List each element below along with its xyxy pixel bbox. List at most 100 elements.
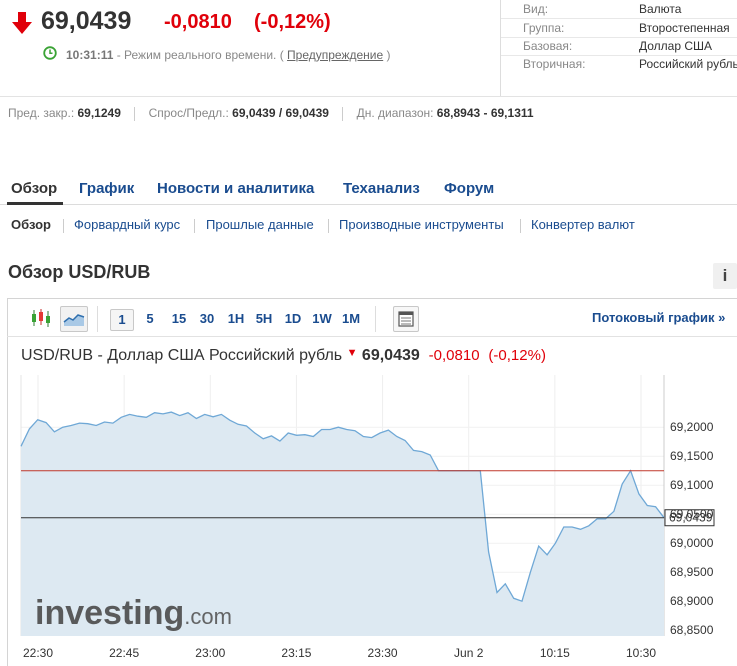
subtab-forward-rates[interactable]: Форвардный курс — [74, 217, 181, 232]
tab-chart[interactable]: График — [79, 180, 135, 197]
subtab-divider — [328, 219, 329, 233]
subtab-divider — [63, 219, 64, 233]
chart-title: USD/RUB - Доллар США Российский рубль — [21, 347, 343, 364]
warning-link[interactable]: Предупреждение — [287, 48, 384, 62]
clock-icon — [43, 46, 57, 60]
realtime-mode-text: - Режим реального времени. ( — [113, 48, 288, 62]
subtab-currency-converter[interactable]: Конвертер валют — [531, 217, 635, 232]
info-value: Российский рубль — [639, 57, 737, 71]
info-key: Группа: — [523, 21, 565, 35]
x-tick-label: 23:30 — [368, 646, 398, 660]
x-tick-label: 22:30 — [23, 646, 53, 660]
tab-news-analysis[interactable]: Новости и аналитика — [157, 180, 315, 197]
candlestick-chart-icon[interactable] — [30, 308, 52, 328]
interval-1m-button[interactable]: 1M — [341, 311, 361, 326]
tab-forum[interactable]: Форум — [444, 180, 495, 197]
interval-1w-button[interactable]: 1W — [312, 311, 332, 326]
chart-panel — [7, 298, 737, 666]
y-tick-label: 68,9500 — [670, 565, 714, 579]
stats-divider — [134, 106, 136, 121]
info-key: Вид: — [523, 2, 549, 16]
chart-heading: USD/RUB - Доллар США Российский рубль ▼ … — [21, 347, 546, 365]
bid-ask-value: 69,0439 / 69,0439 — [232, 106, 329, 120]
interval-1-button[interactable]: 1 — [110, 309, 134, 331]
investing-watermark: investing.com — [35, 594, 232, 632]
section-title: Обзор USD/RUB — [8, 262, 151, 282]
info-row-type: Вид: Валюта — [501, 0, 737, 19]
last-value-marker — [664, 509, 715, 527]
chart-toolbar — [7, 299, 737, 337]
table-view-icon — [398, 311, 414, 327]
tab-technical[interactable]: Теханализ — [343, 180, 420, 197]
x-tick-label: 23:15 — [281, 646, 311, 660]
info-value: Валюта — [639, 2, 682, 16]
y-tick-label: 69,2000 — [670, 420, 714, 434]
chart-change-percent: (-0,12%) — [488, 347, 546, 364]
prev-close-value: 69,1249 — [77, 106, 121, 120]
info-row-secondary: Вторичная: Российский рубль — [501, 55, 737, 73]
area-chart-icon — [63, 314, 85, 326]
info-button[interactable]: i — [713, 263, 737, 289]
tab-overview[interactable]: Обзор — [11, 180, 58, 197]
y-tick-label: 68,9000 — [670, 594, 714, 608]
last-price: 69,0439 — [41, 7, 132, 35]
x-tick-label: 23:00 — [195, 646, 225, 660]
price-change-percent: (-0,12%) — [254, 11, 331, 33]
last-value-label: 69,0439 — [669, 511, 713, 525]
stats-divider — [342, 106, 344, 121]
info-row-base: Базовая: Доллар США — [501, 37, 737, 56]
instrument-info-panel: Вид: Валюта Группа: Второстепенная Базов… — [500, 0, 737, 97]
sub-tabs: Обзор Форвардный курс Прошлые данные Про… — [0, 217, 737, 235]
day-range-label: Дн. диапазон: — [356, 106, 434, 120]
close-paren: ) — [383, 48, 391, 62]
streaming-chart-link[interactable]: Потоковый график » — [592, 310, 726, 325]
interval-5-button[interactable]: 5 — [146, 311, 154, 326]
y-tick-label: 69,1500 — [670, 449, 714, 463]
y-tick-label: 68,8500 — [670, 623, 714, 637]
price-line — [20, 411, 665, 603]
info-value: Второстепенная — [639, 21, 730, 35]
info-key: Базовая: — [523, 39, 573, 53]
price-area — [21, 412, 664, 636]
realtime-status: 10:31:11 - Режим реального времени. ( Пр… — [66, 48, 391, 62]
chart-down-arrow-icon: ▼ — [346, 347, 358, 359]
interval-1h-button[interactable]: 1H — [227, 311, 245, 326]
price-down-arrow-icon — [12, 12, 32, 34]
main-tabs: Обзор График Новости и аналитика Теханал… — [0, 180, 737, 202]
prev-close-label: Пред. закр.: — [8, 106, 75, 120]
x-tick-label: 22:45 — [109, 646, 139, 660]
y-tick-label: 69,0000 — [670, 536, 714, 550]
chart-price: 69,0439 — [361, 347, 420, 364]
toolbar-divider — [375, 306, 376, 332]
quote-stats-row: Пред. закр.: 69,1249 Спрос/Предл.: 69,04… — [8, 106, 534, 121]
interval-5h-button[interactable]: 5H — [255, 311, 273, 326]
info-value: Доллар США — [639, 39, 713, 53]
interval-30-button[interactable]: 30 — [199, 311, 215, 326]
subtab-overview[interactable]: Обзор — [11, 217, 51, 232]
day-range-value: 68,8943 - 69,1311 — [436, 106, 534, 120]
x-tick-label: Jun 2 — [454, 646, 484, 660]
interval-15-button[interactable]: 15 — [171, 311, 187, 326]
area-chart-button[interactable] — [60, 306, 88, 332]
price-change: -0,0810 — [164, 11, 232, 33]
quote-time: 10:31:11 — [66, 48, 114, 62]
toolbar-divider — [97, 306, 98, 332]
x-tick-label: 10:15 — [540, 646, 570, 660]
y-tick-label: 69,0500 — [670, 507, 714, 521]
info-key: Вторичная: — [523, 57, 586, 71]
x-tick-label: 10:30 — [626, 646, 656, 660]
interval-1d-button[interactable]: 1D — [284, 311, 302, 326]
subtab-historical-data[interactable]: Прошлые данные — [206, 217, 314, 232]
subtab-divider — [194, 219, 195, 233]
chart-settings-button[interactable] — [393, 306, 419, 332]
header-divider — [0, 96, 737, 97]
y-tick-label: 69,1000 — [670, 478, 714, 492]
subtab-divider — [520, 219, 521, 233]
bid-ask-label: Спрос/Предл.: — [148, 106, 229, 120]
tabs-underline — [0, 204, 737, 205]
active-tab-indicator — [7, 202, 63, 205]
chart-change: -0,0810 — [428, 347, 480, 364]
subtab-derivatives[interactable]: Производные инструменты — [339, 217, 504, 232]
info-row-group: Группа: Второстепенная — [501, 19, 737, 38]
